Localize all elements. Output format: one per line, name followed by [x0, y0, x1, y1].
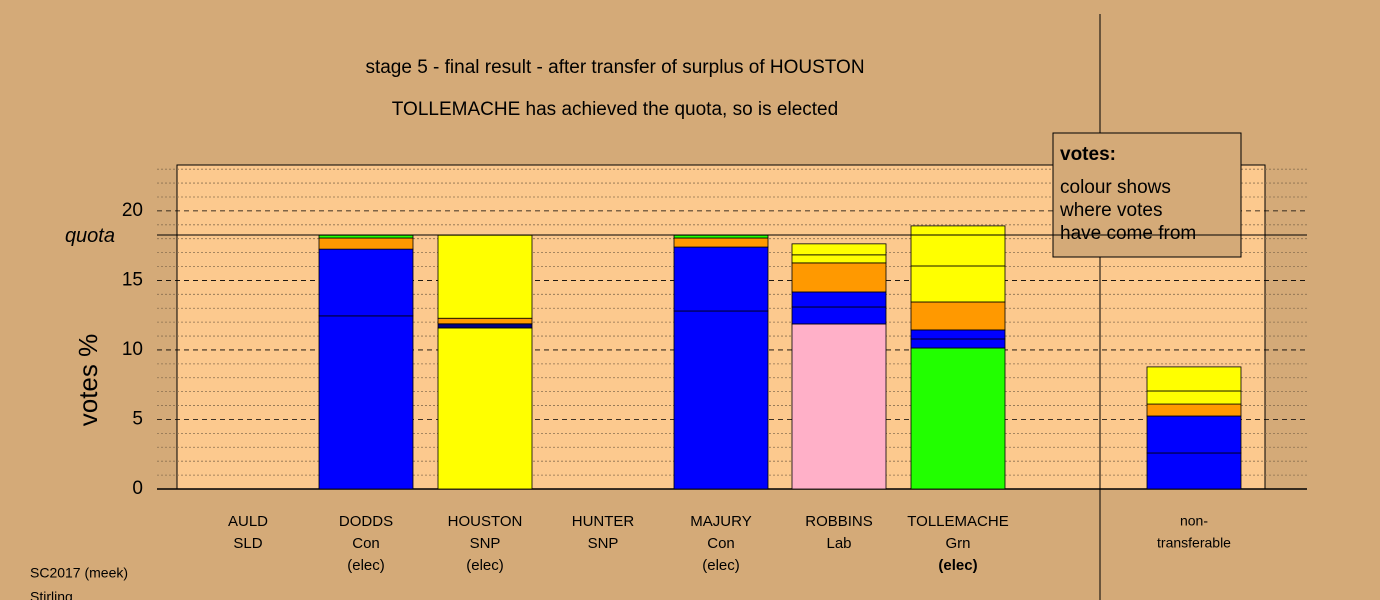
y-tick-label: 10	[122, 339, 143, 360]
quota-label: quota	[65, 225, 115, 247]
category-label: MAJURY	[690, 513, 751, 530]
bar-segment	[910, 338, 1006, 349]
bar-segment	[1146, 415, 1242, 454]
category-label: AULD	[228, 513, 268, 530]
category-label: Con	[707, 535, 735, 552]
category-label: Lab	[826, 535, 851, 552]
y-tick-label: 15	[122, 269, 143, 290]
category-label: SNP	[470, 535, 501, 552]
category-label: (elec)	[938, 557, 977, 574]
y-tick-label: 20	[122, 200, 143, 221]
bar-segment	[791, 243, 887, 256]
bar-segment	[437, 327, 533, 490]
bar-segment	[318, 234, 414, 239]
bar-segment	[673, 234, 769, 239]
bar-segment	[791, 254, 887, 264]
legend-text: where votes	[1059, 200, 1162, 221]
bar-segment	[437, 317, 533, 325]
bar-segment	[910, 265, 1006, 303]
category-label: (elec)	[702, 557, 740, 574]
bar-segment	[318, 315, 414, 490]
category-label: (elec)	[466, 557, 504, 574]
bar-segment	[791, 306, 887, 325]
legend-box	[1052, 132, 1242, 258]
category-label: Grn	[945, 535, 970, 552]
bar-segment	[910, 347, 1006, 490]
bar-segment	[673, 246, 769, 312]
category-label: TOLLEMACHE	[907, 513, 1008, 530]
bar-segment	[791, 262, 887, 293]
bar-segment	[437, 234, 533, 319]
bar-segment	[673, 310, 769, 490]
bar-segment	[437, 323, 533, 329]
y-tick-label: 5	[132, 408, 143, 429]
bar-segment	[910, 225, 1006, 267]
bar-segment	[673, 237, 769, 248]
legend-text: have come from	[1060, 223, 1196, 244]
category-label: ROBBINS	[805, 513, 873, 530]
footer-text: Stirling	[30, 589, 73, 600]
category-label: non-	[1180, 513, 1208, 529]
bar-segment	[910, 329, 1006, 340]
bar-segment	[1146, 390, 1242, 405]
bar-segment	[791, 291, 887, 308]
footer-text: SC2017 (meek)	[30, 565, 128, 581]
category-label: SLD	[233, 535, 262, 552]
category-label: HUNTER	[572, 513, 635, 530]
bar-segment	[791, 323, 887, 490]
y-tick-label: 0	[132, 478, 143, 499]
bar-segment	[318, 237, 414, 250]
category-label: HOUSTON	[448, 513, 523, 530]
chart-subtitle: TOLLEMACHE has achieved the quota, so is…	[392, 99, 838, 120]
category-label: DODDS	[339, 513, 393, 530]
category-label: transferable	[1157, 535, 1231, 551]
bar-segment	[910, 301, 1006, 331]
bar-segment	[1146, 403, 1242, 417]
category-label: SNP	[588, 535, 619, 552]
bar-segment	[1146, 366, 1242, 392]
bar-segment	[1146, 452, 1242, 490]
legend-text: colour shows	[1060, 177, 1171, 198]
y-axis-label: votes %	[73, 334, 103, 427]
category-label: Con	[352, 535, 380, 552]
chart-title: stage 5 - final result - after transfer …	[365, 57, 864, 78]
legend-title: votes:	[1060, 144, 1116, 165]
category-label: (elec)	[347, 557, 385, 574]
bar-segment	[318, 248, 414, 317]
